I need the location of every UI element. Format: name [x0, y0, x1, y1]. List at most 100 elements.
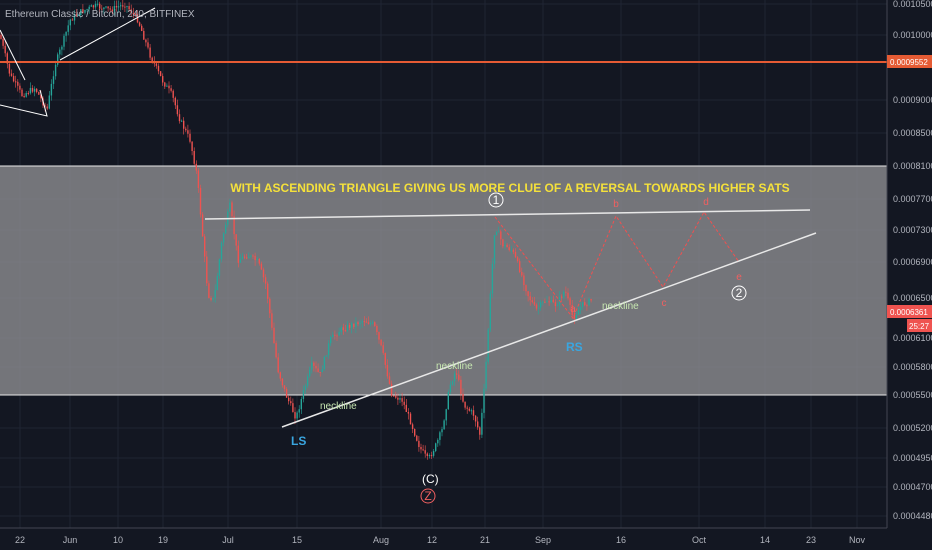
candle: [149, 43, 151, 61]
candle: [323, 355, 326, 371]
candle: [332, 331, 334, 338]
candle: [10, 69, 13, 77]
candle: [132, 7, 134, 19]
candle: [458, 370, 460, 382]
candle: [382, 341, 384, 355]
candle: [470, 408, 473, 415]
time-axis[interactable]: 22 Jun 10 19 Jul 15 Aug 12 21 Sep 16 Oct 14 23 Nov: [15, 535, 866, 545]
candle: [395, 391, 397, 399]
candle: [176, 99, 179, 117]
candle: [586, 303, 588, 311]
candle: [330, 335, 332, 347]
candle: [399, 394, 401, 404]
candle: [464, 401, 466, 410]
candle: [243, 254, 246, 260]
candle: [267, 281, 269, 304]
candle: [304, 383, 307, 394]
time-tick-label: Nov: [849, 535, 866, 545]
candle: [288, 395, 290, 405]
rs-label: RS: [566, 340, 583, 354]
candle: [294, 407, 296, 425]
candle: [33, 86, 36, 97]
candle: [159, 71, 162, 77]
candle: [231, 200, 233, 219]
candle: [519, 258, 521, 274]
candle: [582, 302, 584, 311]
candle: [424, 445, 426, 458]
candle: [550, 296, 552, 304]
candle: [101, 4, 103, 11]
candle: [353, 323, 355, 329]
current-price-label: 0.0006361: [890, 308, 928, 317]
candle: [571, 300, 573, 319]
candle: [241, 252, 244, 260]
candle: [317, 363, 319, 373]
candle: [220, 241, 223, 263]
candle: [210, 295, 212, 302]
candle: [462, 388, 464, 403]
time-tick-label: 21: [480, 535, 490, 545]
candle: [80, 9, 82, 19]
candle: [491, 258, 494, 298]
candle: [489, 290, 491, 332]
candle: [456, 368, 458, 379]
time-tick-label: 22: [15, 535, 25, 545]
candle: [65, 31, 67, 42]
candle: [141, 23, 143, 32]
candle: [334, 330, 336, 340]
candle: [588, 297, 590, 307]
candle: [86, 8, 88, 13]
candle: [342, 323, 344, 335]
resistance-price-label: 0.0009552: [890, 58, 928, 67]
candle: [109, 6, 111, 13]
wave-c-label: c: [662, 298, 667, 309]
time-tick-label: Jun: [63, 535, 78, 545]
candle: [529, 291, 531, 306]
candle: [134, 11, 137, 17]
candle: [388, 372, 391, 385]
candle: [189, 129, 191, 144]
candle: [208, 280, 210, 299]
price-tick-label: 0.0005800: [893, 362, 932, 372]
candle: [563, 290, 565, 299]
time-tick-label: Jul: [222, 535, 234, 545]
time-tick-label: Oct: [692, 535, 707, 545]
candle: [365, 318, 368, 323]
countdown-label: 25:27: [909, 322, 930, 331]
candle: [84, 9, 86, 15]
candle: [443, 419, 445, 431]
candle: [361, 319, 363, 328]
candle: [147, 37, 149, 50]
neckline-label-2: neckline: [436, 361, 473, 372]
candle: [31, 85, 34, 94]
ascending-neckline[interactable]: [281, 232, 817, 428]
price-axis[interactable]: 0.0010500 0.0010000 0.0009552 0.0009000 0.00…: [887, 0, 932, 521]
candle: [367, 316, 370, 325]
candle: [556, 302, 559, 307]
candle: [172, 89, 174, 103]
triangle-upper-trendline[interactable]: [204, 209, 811, 220]
candle: [495, 230, 498, 236]
candle: [411, 422, 414, 433]
time-tick-label: 15: [292, 535, 302, 545]
price-tick-label: 0.0006100: [893, 333, 932, 343]
wave-z-circle: [420, 488, 436, 504]
candle: [565, 286, 567, 297]
candle: [512, 248, 515, 255]
candle: [246, 253, 248, 260]
candle: [535, 303, 538, 311]
candle: [420, 443, 422, 454]
price-axis-panel: [887, 0, 932, 528]
candle: [466, 405, 468, 414]
candle: [445, 408, 447, 426]
candle: [426, 452, 428, 460]
candle: [504, 241, 506, 250]
candle: [540, 299, 542, 311]
candle: [69, 18, 71, 31]
candle: [397, 393, 399, 405]
candle: [233, 210, 235, 240]
candle: [380, 339, 382, 347]
resistance-price-badge: [887, 55, 932, 68]
candle: [369, 320, 372, 327]
